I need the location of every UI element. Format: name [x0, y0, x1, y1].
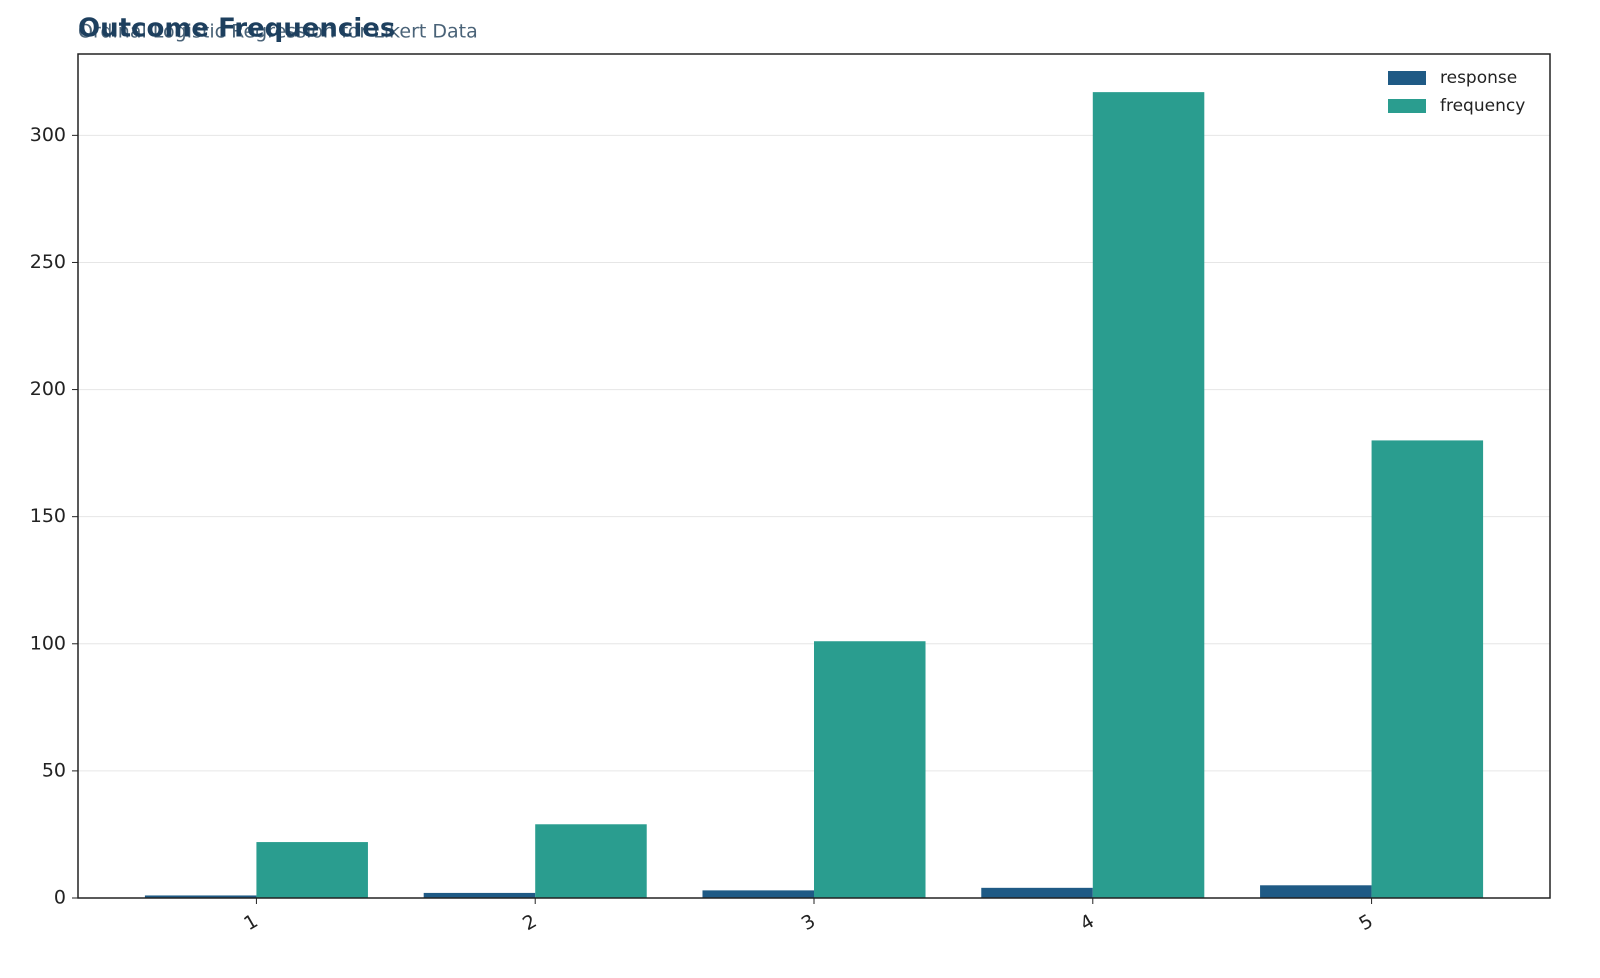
bar — [1260, 885, 1372, 898]
bar — [814, 641, 926, 898]
y-tick-label: 250 — [30, 251, 66, 273]
x-tick-label: 3 — [798, 910, 819, 935]
bar — [256, 842, 368, 898]
y-tick-label: 300 — [30, 124, 66, 146]
bar — [423, 892, 536, 898]
bar — [702, 890, 814, 898]
x-tick-label: 5 — [1355, 910, 1376, 935]
legend-label: response — [1440, 68, 1517, 88]
plot-frame — [77, 53, 1551, 899]
bar — [981, 887, 1093, 898]
bar — [1371, 440, 1484, 898]
y-tick-label: 150 — [30, 505, 66, 527]
legend-swatch — [1388, 71, 1426, 85]
y-tick-label: 100 — [30, 632, 66, 654]
x-tick-label: 4 — [1077, 910, 1098, 935]
y-tick-label: 0 — [54, 887, 66, 909]
x-tick-label: 1 — [240, 910, 261, 935]
y-tick-label: 200 — [30, 378, 66, 400]
chart-subtitle: Ordinal Logistic Regression for Likert D… — [78, 21, 478, 43]
y-tick-label: 50 — [42, 759, 66, 781]
bar — [535, 824, 647, 898]
bar — [144, 895, 257, 898]
legend-label: frequency — [1440, 96, 1525, 116]
bar — [1092, 92, 1205, 899]
chart-title: Outcome Frequencies — [78, 14, 395, 44]
legend-swatch — [1388, 99, 1426, 113]
x-tick-label: 2 — [519, 910, 540, 935]
